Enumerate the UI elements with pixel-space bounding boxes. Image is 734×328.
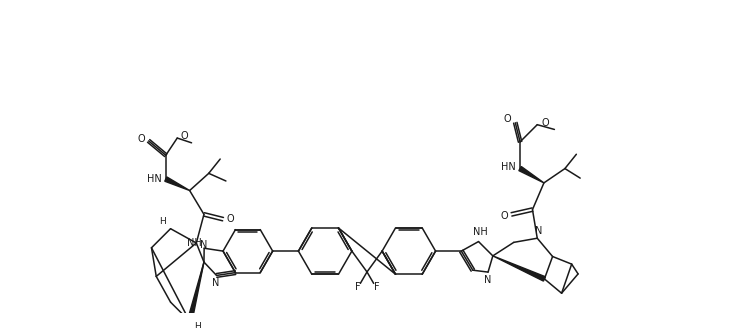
Polygon shape — [187, 262, 204, 322]
Text: O: O — [504, 114, 512, 124]
Text: O: O — [541, 118, 549, 128]
Text: O: O — [180, 131, 188, 141]
Text: NH: NH — [187, 237, 202, 248]
Text: H: H — [159, 216, 167, 226]
Polygon shape — [164, 177, 189, 191]
Text: N: N — [200, 240, 208, 250]
Text: N: N — [536, 226, 543, 236]
Text: NH: NH — [473, 227, 488, 237]
Text: O: O — [227, 214, 234, 224]
Text: H: H — [194, 321, 200, 328]
Polygon shape — [493, 256, 545, 281]
Text: N: N — [212, 278, 219, 288]
Text: F: F — [374, 282, 379, 292]
Text: N: N — [484, 275, 492, 285]
Text: HN: HN — [147, 174, 161, 184]
Text: HN: HN — [501, 162, 516, 172]
Text: O: O — [500, 211, 508, 221]
Text: F: F — [355, 282, 360, 292]
Text: O: O — [137, 134, 145, 144]
Polygon shape — [519, 167, 544, 183]
